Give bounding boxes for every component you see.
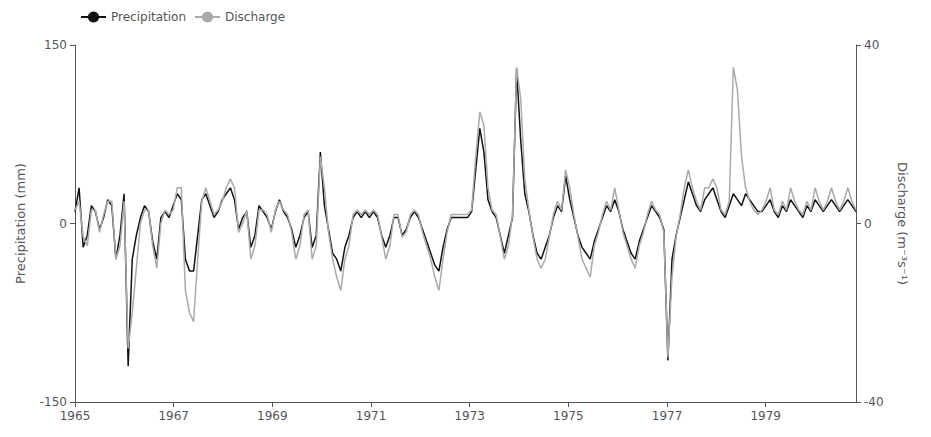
svg-text:1965: 1965 <box>60 409 91 423</box>
svg-text:-40: -40 <box>864 395 884 409</box>
svg-text:Discharge (m⁻³s⁻¹): Discharge (m⁻³s⁻¹) <box>895 162 910 285</box>
svg-text:-150: -150 <box>40 395 67 409</box>
svg-text:0: 0 <box>59 217 67 231</box>
svg-text:1979: 1979 <box>750 409 781 423</box>
svg-text:Precipitation: Precipitation <box>111 10 186 24</box>
svg-text:40: 40 <box>864 38 879 52</box>
svg-text:1975: 1975 <box>553 409 584 423</box>
svg-text:150: 150 <box>44 38 67 52</box>
svg-text:1973: 1973 <box>454 409 485 423</box>
svg-text:Discharge: Discharge <box>225 10 285 24</box>
svg-text:1977: 1977 <box>652 409 683 423</box>
svg-text:1969: 1969 <box>257 409 288 423</box>
svg-text:1971: 1971 <box>356 409 387 423</box>
svg-text:1967: 1967 <box>158 409 189 423</box>
svg-text:0: 0 <box>864 217 872 231</box>
svg-text:Precipitation (mm): Precipitation (mm) <box>13 163 28 284</box>
